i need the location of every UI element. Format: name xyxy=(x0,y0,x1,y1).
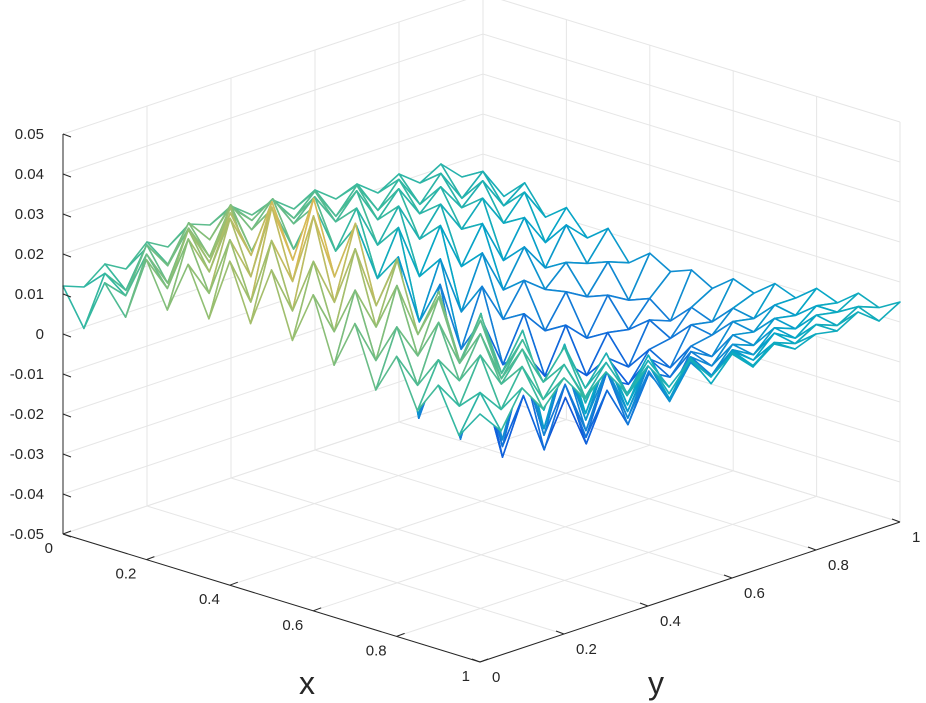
z-tick-label: -0.02 xyxy=(10,406,44,423)
x-tick xyxy=(313,607,322,612)
x-axis-line xyxy=(62,533,481,663)
z-tick xyxy=(62,173,72,178)
x-tick xyxy=(479,658,489,663)
x-tick-label: 0.6 xyxy=(282,617,303,634)
z-tick-label: 0.03 xyxy=(15,206,44,223)
x-tick-label: 0.2 xyxy=(116,566,137,583)
grid-line xyxy=(146,505,565,635)
z-tick-label: -0.04 xyxy=(10,486,44,503)
z-tick xyxy=(62,293,72,298)
y-tick xyxy=(555,630,565,635)
x-tick-label: 0 xyxy=(45,540,53,557)
y-axis-line xyxy=(479,521,901,663)
x-tick xyxy=(396,632,405,637)
grid-line xyxy=(396,495,817,637)
grid-line xyxy=(398,421,817,551)
grid-line xyxy=(62,33,901,175)
z-tick-label: 0.04 xyxy=(15,166,44,183)
z-tick xyxy=(62,213,72,218)
x-tick-label: 0.8 xyxy=(366,642,387,659)
z-tick-label: 0.01 xyxy=(15,286,44,303)
x-tick-label: 1 xyxy=(462,668,470,685)
tick-labels: 0 0.2 0.4 0.6 0.8 1 0 0.2 0.4 0.6 0.8 1 -0.05 -0.04 -0… xyxy=(10,126,921,686)
y-tick-label: 0.8 xyxy=(828,557,849,574)
grid-line xyxy=(313,470,734,612)
z-tick-label: 0.05 xyxy=(15,126,44,143)
x-axis-title: x xyxy=(299,665,315,701)
z-tick xyxy=(62,413,72,418)
y-tick xyxy=(471,658,481,663)
x-tick xyxy=(146,556,155,561)
grid-line xyxy=(314,449,733,579)
axes xyxy=(62,133,901,663)
y-tick xyxy=(723,574,733,579)
z-tick xyxy=(62,533,72,538)
z-tick-label: 0.02 xyxy=(15,246,44,263)
z-tick-label: -0.01 xyxy=(10,366,44,383)
y-tick xyxy=(639,602,649,607)
mesh-face xyxy=(458,391,502,437)
x-tick-label: 0.4 xyxy=(199,591,220,608)
y-tick xyxy=(891,518,901,523)
x-tick xyxy=(229,581,238,586)
mesh-face xyxy=(62,272,106,330)
surface-mesh xyxy=(62,163,901,458)
z-tick xyxy=(62,333,72,338)
z-tick-label: 0 xyxy=(36,326,44,343)
z-tick-label: -0.05 xyxy=(10,526,44,543)
y-tick-label: 1 xyxy=(912,529,920,546)
z-tick xyxy=(62,133,72,138)
y-tick-label: 0 xyxy=(492,669,500,686)
z-tick xyxy=(62,493,72,498)
z-tick xyxy=(62,253,72,258)
y-tick-label: 0.2 xyxy=(576,641,597,658)
x-tick xyxy=(62,530,72,535)
grid-line xyxy=(146,419,567,561)
grid-line xyxy=(62,0,901,135)
grid-line xyxy=(62,113,901,255)
z-tick xyxy=(62,453,72,458)
y-tick xyxy=(807,546,817,551)
z-tick-label: -0.03 xyxy=(10,446,44,463)
y-tick-label: 0.6 xyxy=(744,585,765,602)
grid-line xyxy=(229,444,650,586)
y-axis-title: y xyxy=(648,665,664,701)
grid-line xyxy=(230,477,649,607)
grid-line xyxy=(62,73,901,215)
y-tick-label: 0.4 xyxy=(660,613,681,630)
z-tick xyxy=(62,373,72,378)
